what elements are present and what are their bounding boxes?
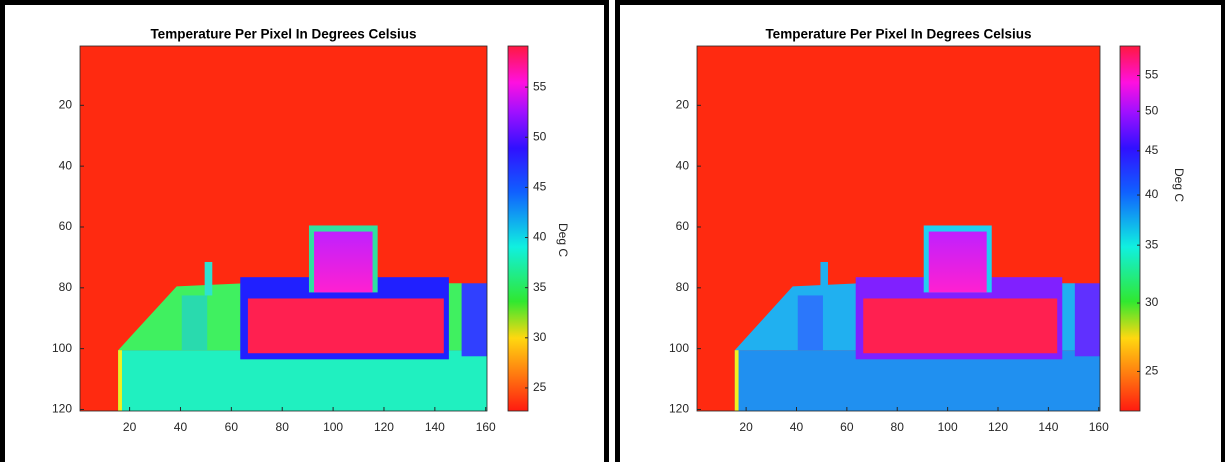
- y-tick-label: 100: [52, 341, 72, 355]
- colorbar-tick-label: 50: [1145, 103, 1159, 117]
- y-tick-label: 40: [59, 158, 73, 172]
- y-tick-label: 20: [676, 97, 690, 111]
- x-tick-label: 120: [988, 420, 1008, 434]
- x-tick-label: 40: [174, 420, 188, 434]
- thermal-image: [697, 46, 1101, 412]
- x-tick-label: 80: [276, 420, 290, 434]
- y-tick-label: 60: [676, 219, 690, 233]
- colorbar-tick-label: 55: [1145, 68, 1159, 82]
- y-tick-label: 120: [52, 402, 72, 416]
- x-tick-label: 100: [938, 420, 958, 434]
- y-tick-label: 40: [676, 158, 690, 172]
- axes-frame: [79, 45, 488, 412]
- axes-frame: [696, 45, 1101, 412]
- colorbar: [1119, 45, 1141, 412]
- colorbar-tick-label: 35: [533, 280, 547, 294]
- y-tick-label: 120: [669, 402, 689, 416]
- x-tick-label: 40: [790, 420, 804, 434]
- x-tick-label: 160: [476, 420, 496, 434]
- x-tick-label: 20: [123, 420, 137, 434]
- colorbar: [507, 45, 529, 412]
- x-tick-label: 140: [425, 420, 445, 434]
- thermal-image: [80, 46, 488, 412]
- colorbar-tick-label: 30: [1145, 295, 1159, 309]
- x-tick-label: 60: [840, 420, 854, 434]
- x-tick-label: 140: [1038, 420, 1058, 434]
- x-tick-label: 160: [1089, 420, 1109, 434]
- y-tick-label: 80: [676, 280, 690, 294]
- colorbar-tick-label: 40: [533, 230, 547, 244]
- colorbar-tick-label: 35: [1145, 237, 1159, 251]
- x-tick-label: 20: [739, 420, 753, 434]
- x-tick-label: 80: [891, 420, 905, 434]
- chart-title: Temperature Per Pixel In Degrees Celsius: [765, 27, 1031, 42]
- y-tick-label: 100: [669, 341, 689, 355]
- x-tick-label: 120: [374, 420, 394, 434]
- colorbar-tick-label: 55: [533, 79, 547, 93]
- colorbar-tick-label: 25: [1145, 364, 1159, 378]
- x-tick-label: 60: [225, 420, 239, 434]
- y-tick-label: 60: [59, 219, 73, 233]
- y-tick-label: 20: [59, 97, 73, 111]
- colorbar-tick-label: 50: [533, 129, 547, 143]
- colorbar-tick-label: 45: [1145, 143, 1159, 157]
- colorbar-tick-label: 25: [533, 380, 547, 394]
- x-tick-label: 100: [323, 420, 343, 434]
- chart-title: Temperature Per Pixel In Degrees Celsius: [150, 27, 416, 42]
- colorbar-tick-label: 30: [533, 330, 547, 344]
- colorbar-label: Deg C: [1172, 168, 1186, 202]
- colorbar-tick-label: 45: [533, 180, 547, 194]
- colorbar-tick-label: 40: [1145, 187, 1159, 201]
- colorbar-label: Deg C: [556, 223, 570, 257]
- y-tick-label: 80: [59, 280, 73, 294]
